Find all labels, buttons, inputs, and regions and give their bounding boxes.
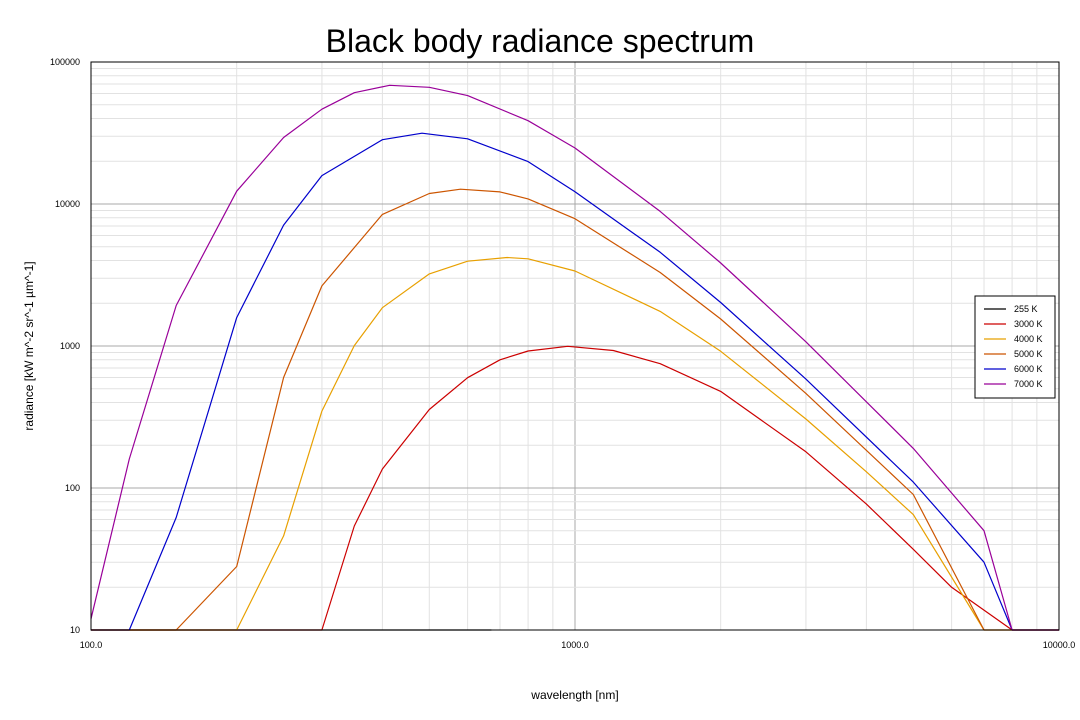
- legend-item-label: 7000 K: [1014, 379, 1043, 389]
- legend-box: [974, 295, 1056, 399]
- x-axis-label: wavelength [nm]: [530, 688, 618, 702]
- x-tick-label: 100.0: [80, 640, 103, 650]
- grid: [90, 62, 1059, 631]
- x-tick-label: 1000.0: [561, 640, 589, 650]
- series-group: [90, 84, 1059, 631]
- x-axis-ticks: 100.0 1000.0 10000.0: [80, 640, 1076, 650]
- legend: 255 K 3000 K 4000 K 5000 K 6000 K 7000 K: [974, 295, 1056, 399]
- legend-item-label: 4000 K: [1014, 334, 1043, 344]
- legend-item-label: 3000 K: [1014, 319, 1043, 329]
- y-tick-label: 100: [65, 483, 80, 493]
- plot-area-frame: [90, 61, 1060, 631]
- y-tick-label: 10: [70, 625, 80, 635]
- y-axis-label: radiance [kW m^-2 sr^-1 µm^-1]: [22, 261, 36, 430]
- legend-item-label: 255 K: [1014, 304, 1038, 314]
- series-line-3: [91, 256, 1059, 631]
- y-tick-label: 100000: [50, 57, 80, 67]
- legend-item-label: 6000 K: [1014, 364, 1043, 374]
- series-line-6: [90, 84, 1059, 631]
- series-line-2: [91, 345, 1059, 631]
- legend-item-label: 5000 K: [1014, 349, 1043, 359]
- chart-title: Black body radiance spectrum: [326, 23, 755, 59]
- series-line-5: [91, 132, 1059, 631]
- y-axis-ticks: 10 100 1000 10000 100000: [50, 57, 80, 635]
- y-tick-label: 10000: [55, 199, 80, 209]
- series-line-4: [91, 188, 1059, 631]
- y-tick-label: 1000: [60, 341, 80, 351]
- x-tick-label: 10000.0: [1043, 640, 1076, 650]
